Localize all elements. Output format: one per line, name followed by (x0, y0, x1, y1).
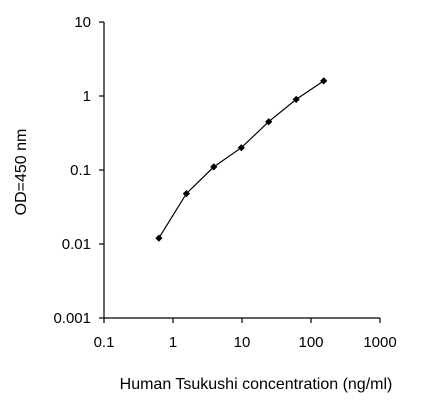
x-axis-title: Human Tsukushi concentration (ng/ml) (120, 376, 393, 393)
x-axis: 0.1 1 10 100 1000 (94, 318, 397, 351)
data-point (182, 190, 190, 198)
y-axis: 0.001 0.01 0.1 1 10 (53, 14, 104, 327)
data-point (320, 77, 328, 85)
x-tick-label: 10 (234, 334, 251, 351)
x-tick-label: 1000 (363, 334, 396, 351)
y-axis-title: OD=450 nm (13, 129, 30, 216)
y-tick-label: 10 (74, 14, 91, 31)
x-tick-label: 100 (298, 334, 323, 351)
y-tick-label: 0.1 (70, 162, 91, 179)
y-tick-label: 0.001 (53, 310, 91, 327)
x-tick-label: 0.1 (94, 334, 115, 351)
data-point (292, 95, 300, 103)
data-point (237, 144, 245, 152)
plot-area (103, 22, 380, 319)
y-tick-label: 0.01 (62, 236, 91, 253)
data-point (210, 163, 218, 171)
series-line (158, 80, 325, 239)
y-tick-label: 1 (83, 88, 91, 105)
data-point (155, 234, 163, 242)
data-point (265, 118, 273, 126)
data-series (155, 77, 328, 242)
x-tick-label: 1 (169, 334, 177, 351)
